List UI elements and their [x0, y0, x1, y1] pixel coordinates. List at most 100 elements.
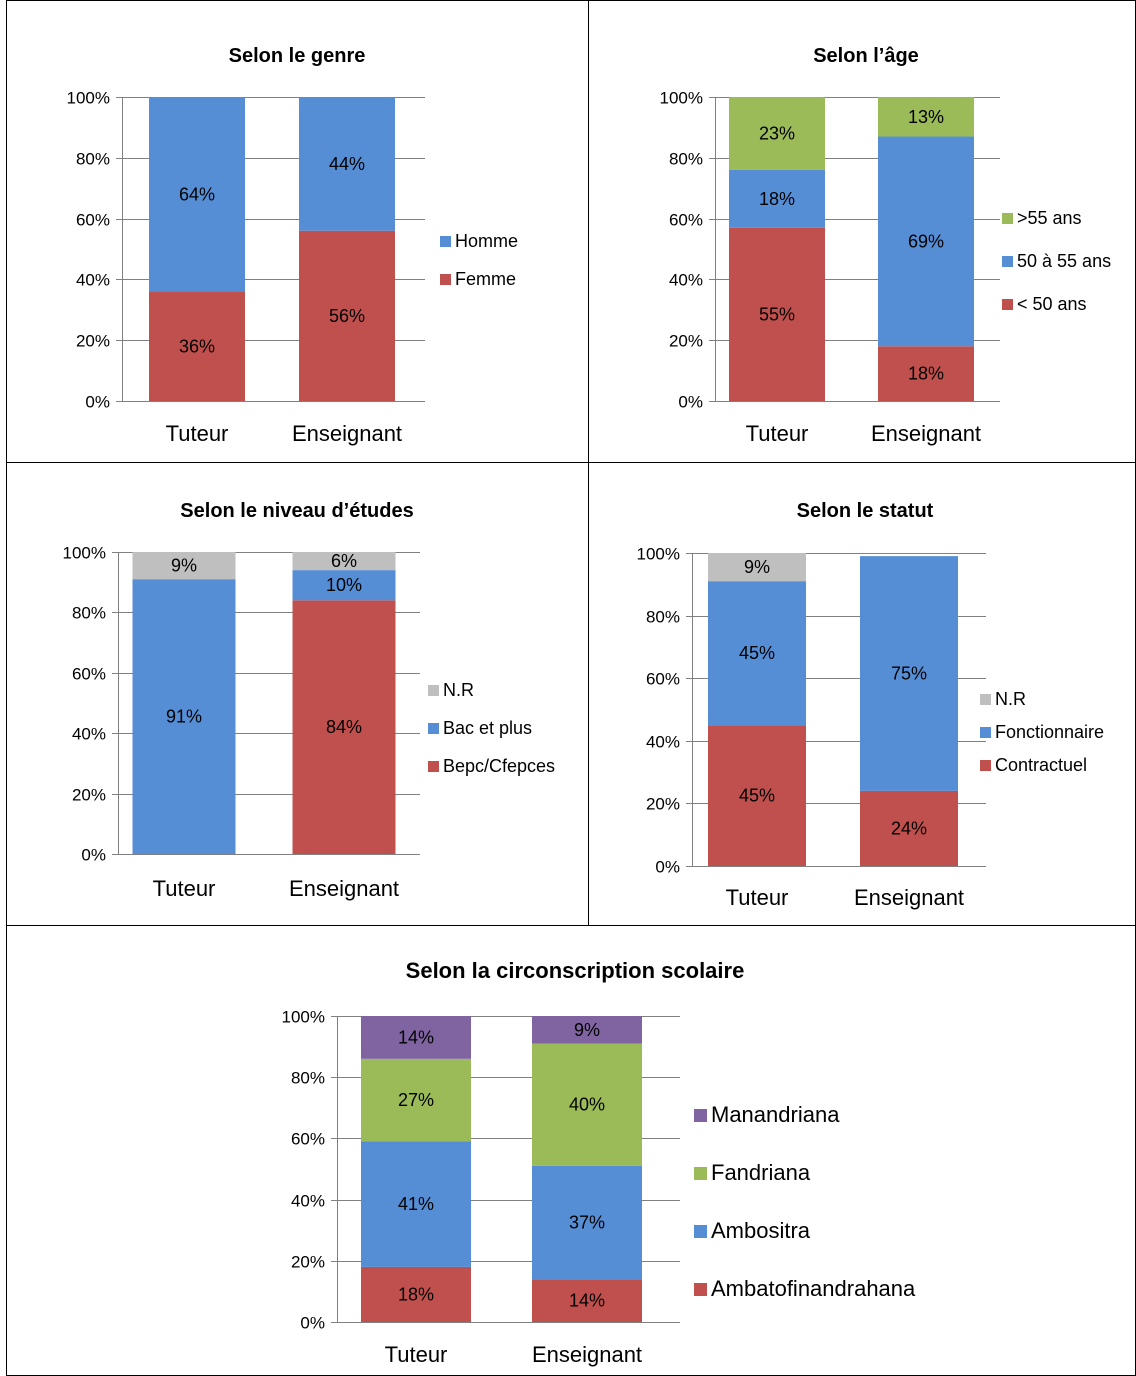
data-label: 56%	[329, 306, 365, 326]
bar-segment	[292, 570, 396, 601]
bar-segment	[532, 1279, 642, 1322]
y-tick-label: 40%	[76, 271, 110, 290]
legend-label: N.R	[443, 680, 474, 700]
legend-label: Femme	[455, 269, 516, 289]
legend-label: Bepc/Cfepces	[443, 756, 555, 776]
bar-segment	[292, 552, 396, 571]
y-tick-label: 100%	[660, 89, 703, 108]
bar-segment	[149, 291, 245, 401]
data-label: 84%	[326, 717, 362, 737]
bar-segment	[361, 1058, 471, 1142]
y-tick-label: 60%	[291, 1130, 325, 1149]
bar-segment	[292, 600, 396, 854]
data-label: 18%	[759, 189, 795, 209]
bar-segment	[132, 579, 236, 854]
data-label: 27%	[398, 1090, 434, 1110]
bar-segment	[708, 553, 806, 582]
bar-segment	[708, 725, 806, 866]
legend-swatch	[1002, 256, 1013, 267]
y-tick-label: 0%	[300, 1314, 325, 1333]
bar-segment	[729, 227, 825, 401]
data-label: 45%	[739, 643, 775, 663]
category-label: Tuteur	[726, 885, 789, 910]
legend-label: Fonctionnaire	[995, 722, 1104, 742]
data-label: 36%	[179, 336, 215, 356]
y-tick-label: 20%	[669, 332, 703, 351]
row-divider-1	[6, 462, 1136, 463]
y-tick-label: 60%	[646, 670, 680, 689]
bar-segment	[532, 1043, 642, 1166]
bar-segment	[532, 1165, 642, 1280]
y-tick-label: 0%	[81, 846, 106, 865]
legend-swatch	[440, 274, 451, 285]
category-label: Enseignant	[289, 876, 399, 901]
data-label: 37%	[569, 1213, 605, 1233]
legend-swatch	[428, 723, 439, 734]
bar-segment	[860, 556, 958, 791]
data-label: 75%	[891, 664, 927, 684]
category-label: Enseignant	[854, 885, 964, 910]
legend-swatch	[694, 1167, 707, 1180]
legend-swatch	[694, 1109, 707, 1122]
legend-swatch	[440, 236, 451, 247]
y-tick-label: 100%	[63, 544, 106, 563]
bar-segment	[878, 97, 974, 137]
y-tick-label: 60%	[669, 211, 703, 230]
data-label: 40%	[569, 1095, 605, 1115]
legend-label: Ambositra	[711, 1218, 811, 1243]
legend-swatch	[1002, 213, 1013, 224]
bar-segment	[299, 230, 395, 401]
legend-label: N.R	[995, 689, 1026, 709]
y-tick-label: 0%	[655, 858, 680, 877]
data-label: 14%	[569, 1291, 605, 1311]
category-label: Tuteur	[385, 1342, 448, 1367]
bar-segment	[532, 1016, 642, 1044]
chart-age: Selon l’âge 0% 20% 40% 60% 80% 100% 55% 18% 23% Tu…	[660, 45, 1112, 446]
data-label: 44%	[329, 154, 365, 174]
data-label: 45%	[739, 786, 775, 806]
legend-label: Ambatofinandrahana	[711, 1276, 916, 1301]
legend-swatch	[694, 1225, 707, 1238]
column-divider-row-1	[588, 0, 589, 462]
y-tick-label: 100%	[637, 545, 680, 564]
bar-segment	[729, 97, 825, 170]
category-label: Enseignant	[292, 421, 402, 446]
bar-segment	[132, 552, 236, 580]
data-label: 69%	[908, 231, 944, 251]
y-tick-label: 40%	[669, 271, 703, 290]
chart-title: Selon l’âge	[813, 45, 919, 67]
row-divider-2	[6, 925, 1136, 926]
data-label: 10%	[326, 575, 362, 595]
bar-segment	[149, 97, 245, 292]
data-label: 9%	[574, 1020, 600, 1040]
column-divider-row-2	[588, 462, 589, 925]
chart-title: Selon le statut	[797, 500, 934, 522]
legend-label: < 50 ans	[1017, 294, 1087, 314]
y-tick-label: 60%	[72, 665, 106, 684]
y-tick-label: 20%	[72, 786, 106, 805]
category-label: Tuteur	[153, 876, 216, 901]
y-tick-label: 100%	[282, 1008, 325, 1027]
y-tick-label: 80%	[669, 150, 703, 169]
bar-segment	[361, 1141, 471, 1267]
legend-swatch	[428, 685, 439, 696]
bar-segment	[860, 790, 958, 866]
legend-label: Contractuel	[995, 755, 1087, 775]
data-label: 18%	[908, 364, 944, 384]
chart-circonscription: Selon la circonscription scolaire 0% 20% 40…	[282, 958, 917, 1367]
y-tick-label: 0%	[678, 393, 703, 412]
y-tick-label: 80%	[72, 604, 106, 623]
legend-swatch	[980, 760, 991, 771]
legend-swatch	[1002, 299, 1013, 310]
y-tick-label: 80%	[76, 150, 110, 169]
legend-label: Manandriana	[711, 1102, 840, 1127]
data-label: 13%	[908, 107, 944, 127]
y-tick-label: 40%	[291, 1192, 325, 1211]
data-label: 14%	[398, 1027, 434, 1047]
y-tick-label: 80%	[291, 1069, 325, 1088]
chart-statut: Selon le statut 0% 20% 40% 60% 80% 100% 45% 45% 9…	[637, 500, 1105, 910]
chart-title: Selon le genre	[229, 45, 366, 67]
legend-swatch	[980, 727, 991, 738]
data-label: 41%	[398, 1194, 434, 1214]
legend-label: Fandriana	[711, 1160, 811, 1185]
